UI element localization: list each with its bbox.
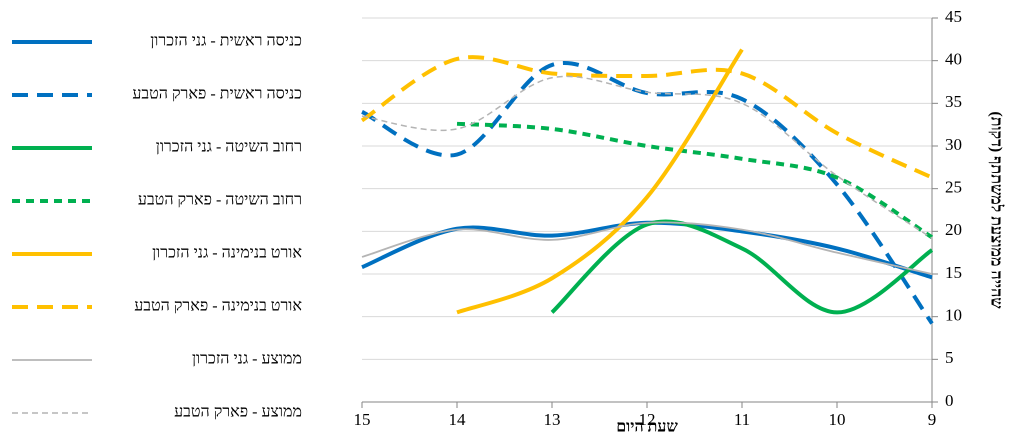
x-tick-label: 13: [544, 410, 561, 429]
y-tick-label: 25: [945, 178, 962, 197]
series-line: [361, 221, 933, 275]
x-tick-label: 9: [928, 410, 937, 429]
series-line: [456, 121, 934, 239]
legend-label: רחוב השיטה - גני הזכרון: [156, 139, 302, 156]
x-tick-label: 10: [829, 410, 846, 429]
series-line: [361, 61, 934, 325]
legend-label: כניסה ראשית - גני הזכרון: [150, 33, 302, 50]
legend-label: כניסה ראשית - פארק הטבע: [132, 86, 302, 103]
y-tick-label: 15: [945, 263, 962, 282]
series-line: [550, 219, 934, 315]
legend-label: אורט בנימינה - גני הזכרון: [152, 245, 302, 262]
y-tick-label: 5: [945, 348, 954, 367]
series-line: [361, 75, 933, 239]
series-line: [456, 48, 744, 315]
x-tick-label: 14: [449, 410, 467, 429]
x-tick-label: 12: [639, 410, 656, 429]
y-tick-label: 35: [945, 92, 962, 111]
y-tick-label: 20: [945, 220, 962, 239]
y-tick-label: 45: [945, 7, 962, 26]
legend-label: רחוב השיטה - פארק הטבע: [138, 192, 302, 209]
x-axis-title: שעת היום: [616, 419, 678, 436]
legend-label: אורט בנימינה - פארק הטבע: [134, 298, 302, 315]
legend-label: ממוצע - פארק הטבע: [174, 404, 302, 421]
y-tick-label: 0: [945, 391, 954, 410]
y-tick-label: 10: [945, 306, 962, 325]
y-tick-label: 30: [945, 135, 962, 154]
x-tick-label: 11: [734, 410, 750, 429]
x-tick-label: 15: [354, 410, 371, 429]
y-tick-label: 40: [945, 50, 962, 69]
series-line: [360, 55, 933, 180]
y-axis-title: שהייה ממוצעת למשתתף (דקות): [987, 111, 1005, 309]
legend-label: ממוצע - גני הזכרון: [192, 351, 302, 368]
